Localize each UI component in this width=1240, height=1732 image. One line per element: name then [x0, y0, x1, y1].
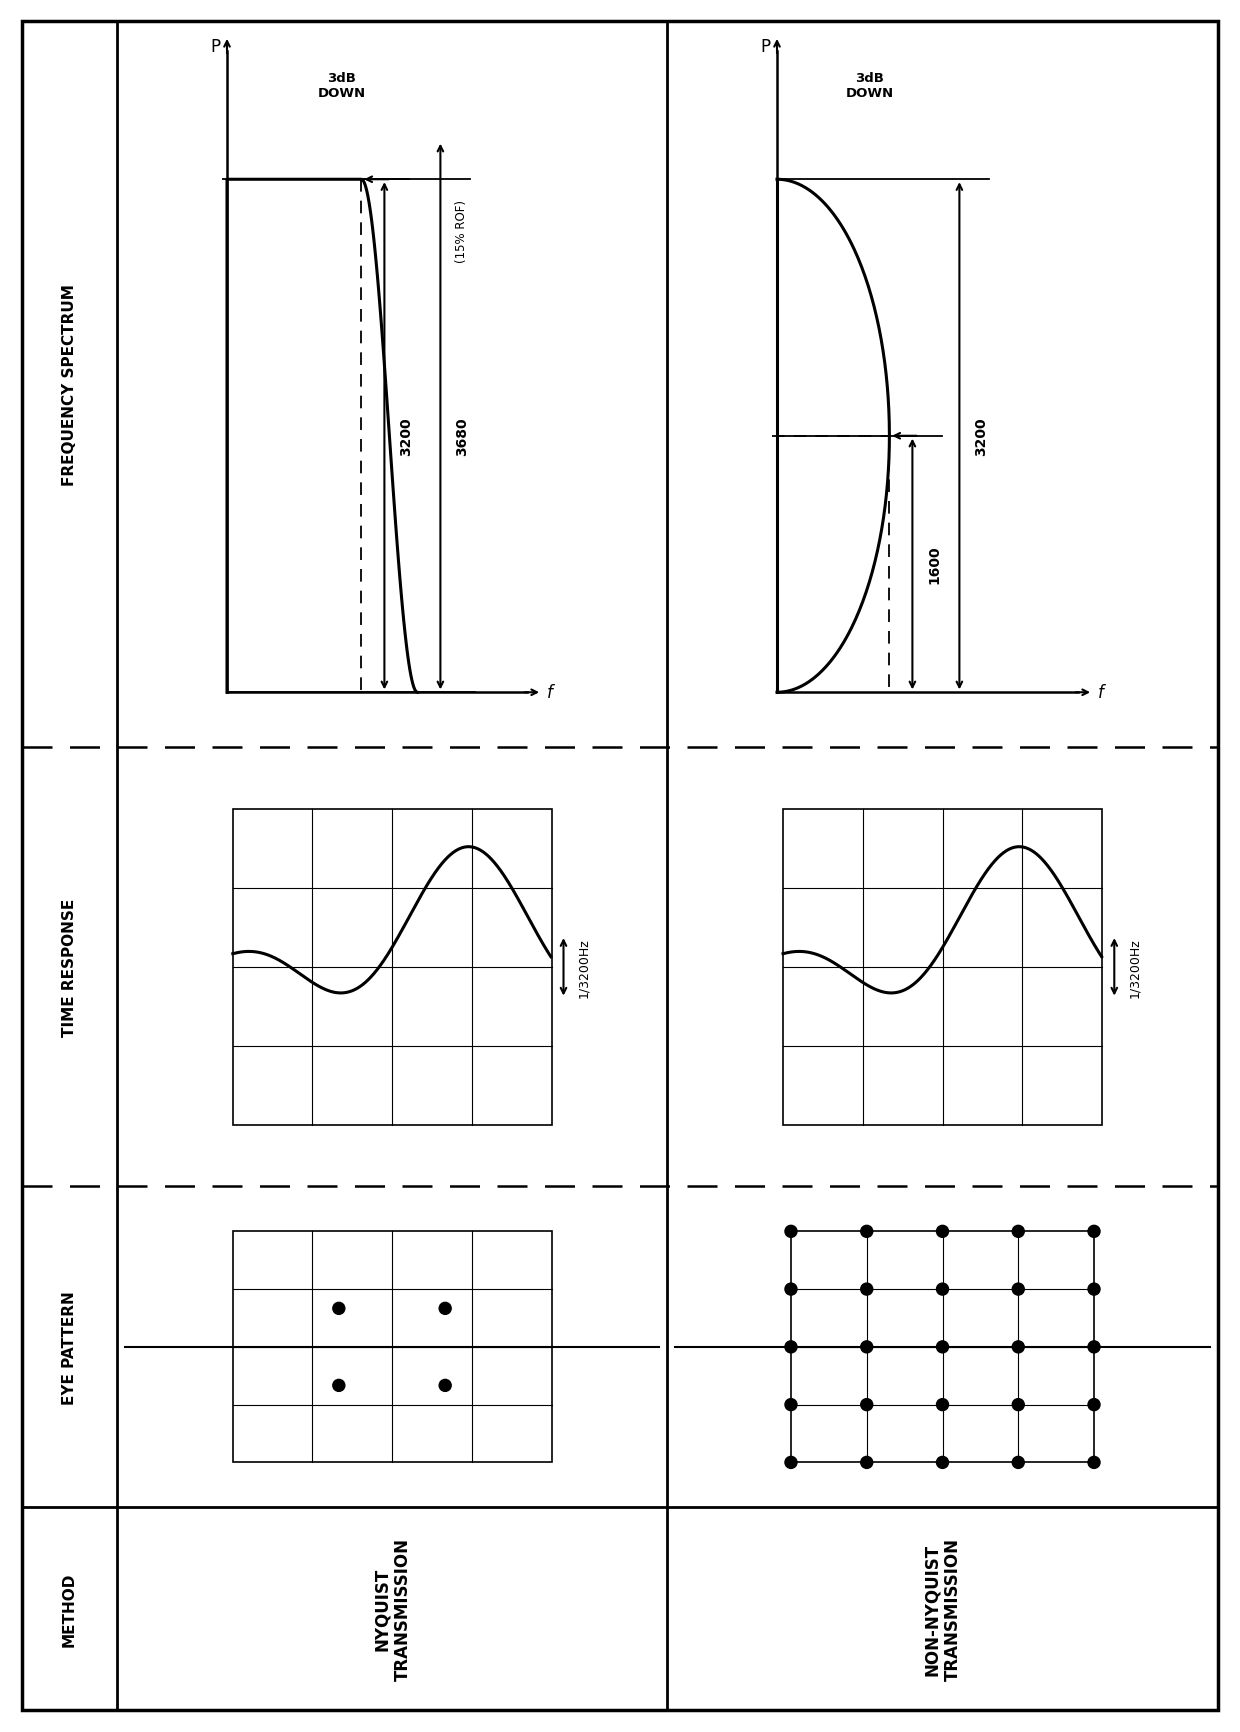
Bar: [791, 1231, 1094, 1462]
Circle shape: [861, 1457, 873, 1469]
Circle shape: [1012, 1399, 1024, 1412]
Text: METHOD: METHOD: [62, 1571, 77, 1645]
Circle shape: [861, 1341, 873, 1353]
Text: 3dB
DOWN: 3dB DOWN: [846, 73, 894, 100]
Circle shape: [936, 1457, 949, 1469]
Circle shape: [1087, 1457, 1100, 1469]
Circle shape: [861, 1399, 873, 1412]
Circle shape: [785, 1457, 797, 1469]
Text: FREQUENCY SPECTRUM: FREQUENCY SPECTRUM: [62, 284, 77, 485]
Text: P: P: [210, 38, 219, 55]
Circle shape: [861, 1283, 873, 1296]
Circle shape: [936, 1341, 949, 1353]
Circle shape: [1012, 1457, 1024, 1469]
Circle shape: [936, 1226, 949, 1238]
Circle shape: [1087, 1341, 1100, 1353]
Circle shape: [439, 1380, 451, 1391]
Bar: [233, 809, 552, 1126]
Text: 3200: 3200: [399, 417, 413, 456]
Text: (15% ROF): (15% ROF): [455, 199, 469, 263]
Text: 3dB
DOWN: 3dB DOWN: [317, 73, 366, 100]
Text: 1/3200Hz: 1/3200Hz: [578, 937, 590, 998]
Circle shape: [785, 1341, 797, 1353]
Text: 3200: 3200: [975, 417, 988, 456]
Bar: [233, 1231, 552, 1462]
Text: 1/3200Hz: 1/3200Hz: [1128, 937, 1141, 998]
Circle shape: [936, 1283, 949, 1296]
Text: TIME RESPONSE: TIME RESPONSE: [62, 899, 77, 1036]
Circle shape: [1012, 1283, 1024, 1296]
Circle shape: [332, 1302, 345, 1315]
Text: 3680: 3680: [455, 417, 470, 456]
Circle shape: [1012, 1226, 1024, 1238]
Text: f: f: [1097, 684, 1104, 701]
Circle shape: [439, 1302, 451, 1315]
Text: NON-NYQUIST
TRANSMISSION: NON-NYQUIST TRANSMISSION: [923, 1538, 962, 1680]
Circle shape: [1012, 1341, 1024, 1353]
Bar: [782, 809, 1102, 1126]
Circle shape: [861, 1226, 873, 1238]
Circle shape: [1087, 1226, 1100, 1238]
Circle shape: [785, 1226, 797, 1238]
Circle shape: [936, 1399, 949, 1412]
Circle shape: [1087, 1283, 1100, 1296]
Circle shape: [332, 1380, 345, 1391]
Text: NYQUIST
TRANSMISSION: NYQUIST TRANSMISSION: [372, 1538, 412, 1680]
Circle shape: [785, 1399, 797, 1412]
Text: f: f: [547, 684, 553, 701]
Text: P: P: [760, 38, 770, 55]
Text: 1600: 1600: [928, 546, 941, 584]
Circle shape: [1087, 1399, 1100, 1412]
Circle shape: [785, 1283, 797, 1296]
Text: EYE PATTERN: EYE PATTERN: [62, 1290, 77, 1405]
